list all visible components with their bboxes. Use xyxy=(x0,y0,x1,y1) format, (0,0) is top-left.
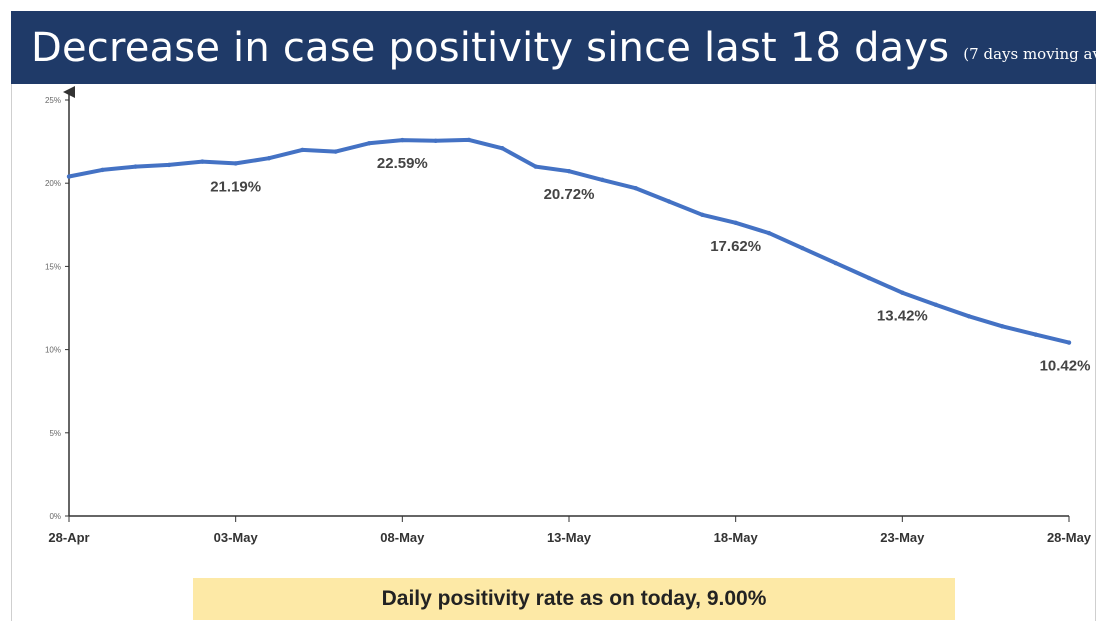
data-point xyxy=(733,220,738,226)
x-tick-label: 03-May xyxy=(214,530,259,545)
data-point xyxy=(600,177,605,183)
data-label: 21.19% xyxy=(210,178,261,195)
y-tick-label: 15% xyxy=(45,262,61,271)
data-label: 10.42% xyxy=(1040,358,1091,375)
data-point xyxy=(800,245,805,251)
data-point xyxy=(133,164,138,169)
data-point xyxy=(700,212,705,218)
x-tick-label: 28-May xyxy=(1047,530,1092,545)
data-point xyxy=(233,161,238,166)
data-point xyxy=(1033,332,1038,337)
data-point xyxy=(966,314,972,319)
y-tick-label: 20% xyxy=(45,179,61,188)
data-point xyxy=(433,138,438,143)
data-point xyxy=(566,169,572,174)
chart-title: Decrease in case positivity since last 1… xyxy=(31,24,950,71)
data-point xyxy=(166,162,172,168)
data-label: 17.62% xyxy=(710,238,761,255)
y-tick-label: 10% xyxy=(45,346,61,355)
x-tick-label: 18-May xyxy=(714,530,759,545)
data-label: 20.72% xyxy=(544,186,595,203)
data-point xyxy=(533,164,538,169)
data-point xyxy=(66,174,72,179)
data-point xyxy=(1000,324,1005,329)
data-point xyxy=(366,141,372,146)
daily-positivity-text: Daily positivity rate as on today, 9.00% xyxy=(381,587,767,610)
y-tick-label: 25% xyxy=(45,96,61,105)
y-tick-label: 0% xyxy=(49,512,61,521)
x-tick-label: 08-May xyxy=(380,530,425,545)
x-tick-label: 13-May xyxy=(547,530,592,545)
data-point xyxy=(666,199,672,204)
data-point xyxy=(933,302,938,307)
data-point xyxy=(333,149,338,154)
data-point xyxy=(100,167,105,173)
data-point xyxy=(866,275,872,281)
data-point xyxy=(1066,340,1072,345)
data-point xyxy=(200,159,205,164)
daily-positivity-note: Daily positivity rate as on today, 9.00% xyxy=(193,578,955,620)
positivity-line-chart: 0% 5% 10% 15% 20% 25% 28-Apr 03-May 08-May 13-May… xyxy=(45,86,1092,545)
title-banner: Decrease in case positivity since last 1… xyxy=(11,11,1105,84)
data-point xyxy=(900,290,905,295)
chart-frame: 0% 5% 10% 15% 20% 25% 28-Apr 03-May 08-May 13-May… xyxy=(11,84,1096,621)
data-label: 22.59% xyxy=(377,155,428,172)
data-point xyxy=(400,137,405,143)
data-point xyxy=(300,147,305,153)
y-tick-label: 5% xyxy=(49,429,61,438)
data-point xyxy=(266,156,272,161)
data-point xyxy=(766,230,772,236)
chart-subtitle: (7 days moving average) xyxy=(963,44,1105,63)
x-tick-label: 28-Apr xyxy=(48,530,89,545)
data-label: 13.42% xyxy=(877,308,928,325)
x-tick-label: 23-May xyxy=(880,530,925,545)
data-point xyxy=(500,146,505,151)
data-point xyxy=(833,260,838,266)
data-point xyxy=(633,185,638,191)
data-point xyxy=(466,137,472,143)
